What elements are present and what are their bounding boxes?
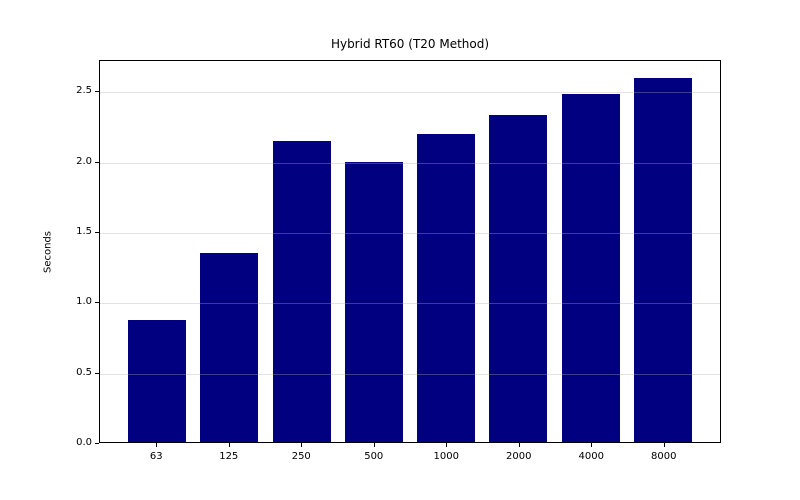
gridline	[100, 233, 720, 235]
bar-4000	[561, 93, 620, 442]
y-tick-mark	[95, 372, 99, 374]
bar-125	[200, 253, 259, 442]
gridline	[100, 92, 720, 94]
x-tick-label: 63	[149, 451, 163, 462]
y-tick-label: 0.0	[76, 437, 92, 448]
x-tick-label: 500	[364, 451, 384, 462]
bar-250	[272, 141, 331, 442]
x-tick-mark	[663, 443, 665, 447]
y-tick-label: 2.5	[76, 85, 92, 97]
chart-title: Hybrid RT60 (T20 Method)	[330, 37, 490, 51]
x-tick-mark	[156, 443, 158, 447]
x-tick-label: 125	[219, 451, 239, 462]
x-tick-mark	[301, 443, 303, 447]
y-tick-mark	[95, 443, 99, 444]
x-tick-mark	[518, 443, 520, 447]
x-tick-label: 1000	[433, 451, 459, 462]
x-tick-label: 2000	[506, 451, 532, 462]
bar-2000	[489, 114, 548, 442]
y-axis-label: Seconds	[42, 230, 54, 273]
x-tick-label: 8000	[650, 451, 677, 462]
x-tick-label: 4000	[578, 451, 604, 462]
bar-1000	[417, 134, 476, 442]
y-tick-mark	[95, 232, 99, 234]
x-tick-mark	[228, 443, 230, 447]
y-tick-mark	[95, 302, 99, 304]
gridline	[100, 162, 720, 164]
gridline	[100, 303, 720, 305]
y-tick-mark	[95, 91, 99, 93]
bar-8000	[634, 78, 692, 442]
x-tick-label: 250	[291, 451, 311, 462]
gridline	[100, 373, 720, 375]
x-tick-mark	[446, 443, 448, 447]
x-tick-mark	[591, 443, 593, 447]
x-tick-mark	[373, 443, 375, 447]
y-tick-mark	[95, 161, 99, 163]
bar-500	[344, 162, 403, 442]
plot-area	[99, 60, 721, 443]
y-tick-label: 0.5	[76, 366, 92, 378]
y-tick-label: 1.5	[76, 226, 92, 238]
bar-63	[128, 320, 186, 442]
y-tick-label: 1.0	[76, 296, 92, 308]
y-tick-label: 2.0	[76, 155, 92, 167]
